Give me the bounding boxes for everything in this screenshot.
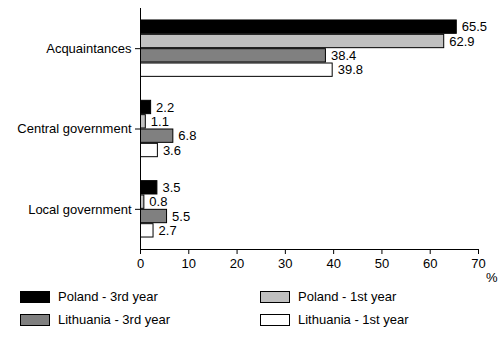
svg-text:30: 30 — [278, 256, 292, 271]
svg-text:3.5: 3.5 — [162, 180, 180, 195]
svg-text:40: 40 — [326, 256, 340, 271]
svg-text:60: 60 — [423, 256, 437, 271]
html-text:Lithuania - 3rd year: Lithuania - 3rd year — [58, 312, 170, 327]
svg-text:38.4: 38.4 — [331, 48, 356, 63]
svg-text:10: 10 — [182, 256, 196, 271]
svg-text:0.8: 0.8 — [149, 194, 167, 209]
html-text:Lithuania - 1st year: Lithuania - 1st year — [298, 312, 409, 327]
svg-text:Central government: Central government — [17, 121, 132, 136]
svg-text:65.5: 65.5 — [462, 19, 487, 34]
svg-text:2.2: 2.2 — [156, 100, 174, 115]
html-text:Poland - 1st year: Poland - 1st year — [298, 289, 397, 304]
svg-text:1.1: 1.1 — [151, 114, 169, 129]
svg-text:62.9: 62.9 — [449, 34, 474, 49]
svg-text:50: 50 — [375, 256, 389, 271]
svg-text:2.7: 2.7 — [159, 223, 177, 238]
svg-text:6.8: 6.8 — [178, 128, 196, 143]
svg-text:39.8: 39.8 — [338, 62, 363, 77]
svg-text:20: 20 — [230, 256, 244, 271]
svg-text:%: % — [486, 270, 498, 285]
svg-text:3.6: 3.6 — [163, 143, 181, 158]
svg-text:0: 0 — [137, 256, 144, 271]
svg-text:5.5: 5.5 — [172, 209, 190, 224]
html-text:Poland - 3rd year: Poland - 3rd year — [58, 289, 158, 304]
svg-text:70: 70 — [471, 256, 485, 271]
svg-text:Local government: Local government — [28, 201, 132, 216]
svg-text:Acquaintances: Acquaintances — [46, 41, 132, 56]
